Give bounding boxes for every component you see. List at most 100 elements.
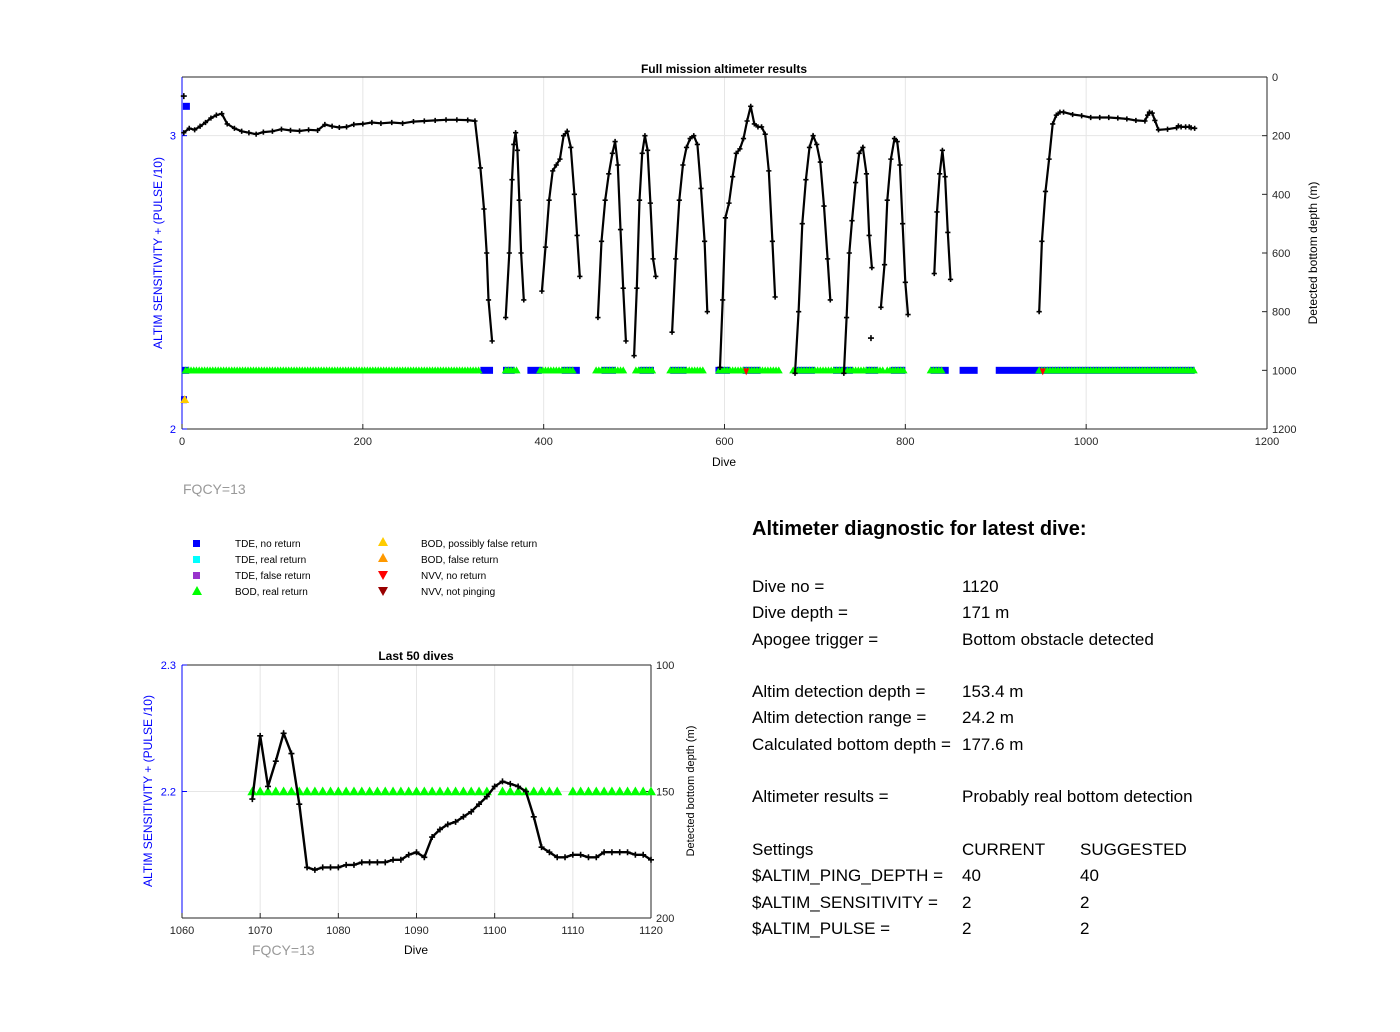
bottom-depth-line	[933, 150, 952, 280]
bottom-depth-point	[849, 218, 855, 224]
bottom-depth-point	[280, 730, 287, 737]
bottom-depth-point	[389, 119, 395, 126]
bottom-depth-point	[452, 818, 459, 825]
bod-real-return-marker	[458, 786, 469, 796]
dive-no-label: Dive no =	[752, 577, 825, 596]
bottom-depth-point	[673, 256, 679, 262]
bottom-depth-point	[737, 146, 743, 152]
bottom-depth-point	[574, 232, 580, 238]
bottom-depth-point	[568, 144, 574, 150]
top-chart-ylabel-right: Detected bottom depth (m)	[1306, 182, 1320, 325]
bottom-depth-point	[208, 115, 214, 121]
bottom-depth-point	[1192, 125, 1198, 131]
bottom-depth-point	[1133, 117, 1139, 124]
bottom-depth-point	[577, 273, 583, 280]
bottom-depth-point	[824, 256, 831, 262]
bottom-depth-point	[680, 162, 686, 168]
x-tick-label: 0	[179, 436, 185, 448]
y-left-tick-label: 2.2	[161, 787, 176, 799]
bottom-depth-point	[799, 221, 805, 227]
bottom-depth-point	[897, 162, 903, 168]
bod-real-return-marker	[614, 786, 625, 796]
bottom-depth-point	[585, 854, 592, 861]
detect-depth-row: Altim detection depth = 153.4 m	[752, 679, 1372, 705]
bottom-depth-point	[726, 200, 732, 206]
bod-real-return-marker	[278, 786, 289, 796]
bottom-depth-point	[319, 864, 326, 871]
bottom-depth-point	[702, 238, 708, 244]
bod-real-return-marker	[497, 786, 508, 796]
bottom-depth-point	[945, 229, 951, 236]
bottom-depth-point	[546, 197, 552, 203]
legend-label-tde-no-return: TDE, no return	[235, 539, 301, 550]
bottom-depth-point	[669, 329, 675, 335]
bottom-depth-point	[691, 133, 697, 139]
bottom-depth-line	[1038, 110, 1195, 312]
y-right-tick-label: 100	[656, 660, 674, 672]
bottom-depth-point	[562, 854, 569, 861]
bottom-depth-point	[197, 123, 203, 129]
bottom-depth-point	[653, 273, 659, 280]
y-right-tick-label: 1000	[1272, 365, 1296, 377]
current-header: CURRENT	[962, 839, 1046, 859]
y-left-tick-label: 2.3	[161, 660, 176, 672]
bottom-depth-point	[853, 180, 859, 186]
bod-real-return-marker	[388, 786, 399, 796]
y-right-tick-label: 200	[656, 913, 674, 925]
bottom-depth-point	[506, 250, 512, 256]
y-right-tick-label: 0	[1272, 72, 1278, 84]
bottom-depth-point	[360, 121, 366, 127]
tde-no-return-marker	[959, 366, 978, 374]
bottom-depth-point	[481, 206, 487, 212]
bottom-depth-point	[683, 144, 690, 150]
bottom-depth-point	[856, 150, 862, 156]
bod-real-return-marker	[372, 786, 383, 796]
x-tick-label: 1090	[404, 925, 428, 937]
top-chart-fqcy: FQCY=13	[183, 481, 246, 497]
bod-real-return-marker	[619, 366, 628, 374]
bottom-depth-line	[504, 132, 525, 318]
bottom-depth-point	[554, 854, 561, 861]
bottom-depth-point	[296, 128, 303, 134]
bottom-depth-point	[538, 844, 545, 851]
bottom-depth-point	[542, 244, 549, 250]
diagnostic-title: Altimeter diagnostic for latest dive:	[752, 518, 1087, 540]
bod-real-return-marker	[513, 786, 524, 796]
bottom-depth-point	[246, 130, 252, 136]
bottom-depth-point	[1178, 124, 1184, 130]
bottom-depth-point	[1106, 114, 1112, 121]
bottom-depth-point	[1088, 114, 1094, 121]
bottom-depth-line	[251, 729, 652, 872]
bottom-depth-point	[429, 834, 436, 841]
pulse-row: $ALTIM_PULSE = 2 2	[752, 916, 1372, 942]
bottom-depth-point	[421, 854, 428, 861]
bottom-depth-point	[322, 121, 328, 128]
bottom-depth-point	[476, 801, 483, 808]
bottom-depth-point	[1175, 123, 1181, 129]
bod-real-return-marker	[774, 366, 783, 374]
bottom-depth-point	[560, 133, 567, 139]
bottom-depth-point	[1152, 117, 1158, 124]
bod-real-return-marker	[575, 786, 586, 796]
bottom-depth-point	[564, 128, 570, 134]
legend-marker-nvv-not-pinging	[378, 587, 388, 596]
bod-real-return-marker	[255, 786, 266, 796]
settings-label: Settings	[752, 839, 814, 859]
legend-marker-tde-no-return	[193, 540, 200, 547]
settings-header-row: Settings CURRENT SUGGESTED	[752, 837, 1372, 863]
x-tick-label: 800	[896, 436, 914, 448]
bottom-depth-point	[432, 117, 438, 124]
bottom-depth-point	[676, 197, 682, 203]
bod-real-return-marker	[403, 786, 414, 796]
bottom-depth-line	[633, 135, 657, 356]
bod-real-return-marker	[528, 786, 539, 796]
bottom-depth-point	[511, 141, 517, 148]
bottom-depth-point	[557, 156, 563, 162]
bottom-depth-point	[269, 128, 276, 134]
bottom-depth-point	[253, 131, 259, 137]
bottom-depth-point	[539, 288, 545, 294]
bottom-depth-point	[343, 124, 350, 130]
legend: TDE, no return TDE, real return TDE, fal…	[192, 537, 537, 598]
bod-real-return-marker	[302, 786, 313, 796]
